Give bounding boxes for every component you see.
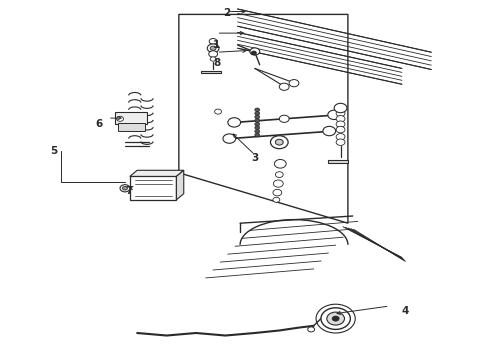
- Circle shape: [332, 316, 339, 321]
- Text: 4: 4: [402, 306, 409, 316]
- Text: 2: 2: [223, 8, 230, 18]
- Circle shape: [321, 308, 350, 329]
- Circle shape: [250, 48, 260, 55]
- Circle shape: [255, 119, 260, 122]
- Circle shape: [308, 327, 315, 332]
- Circle shape: [336, 121, 345, 127]
- Circle shape: [336, 105, 345, 111]
- Circle shape: [210, 46, 216, 50]
- Text: 6: 6: [96, 119, 103, 129]
- Circle shape: [251, 51, 256, 55]
- Polygon shape: [328, 160, 348, 163]
- Circle shape: [209, 39, 217, 44]
- Circle shape: [328, 110, 341, 120]
- Circle shape: [255, 108, 260, 112]
- Circle shape: [207, 44, 219, 53]
- Circle shape: [255, 112, 260, 115]
- Circle shape: [336, 116, 345, 122]
- Circle shape: [255, 133, 260, 137]
- Circle shape: [228, 118, 241, 127]
- Circle shape: [117, 116, 123, 121]
- Circle shape: [334, 103, 347, 113]
- Circle shape: [275, 172, 283, 177]
- Circle shape: [327, 312, 344, 325]
- Text: 3: 3: [251, 153, 258, 163]
- Circle shape: [209, 51, 218, 57]
- Circle shape: [279, 83, 289, 90]
- Polygon shape: [176, 170, 184, 200]
- Text: 7: 7: [125, 186, 132, 196]
- Circle shape: [270, 136, 288, 149]
- Circle shape: [223, 134, 236, 143]
- Circle shape: [273, 197, 280, 202]
- Circle shape: [275, 139, 283, 145]
- Circle shape: [274, 159, 286, 168]
- Circle shape: [289, 80, 299, 87]
- Bar: [115, 112, 147, 124]
- Circle shape: [279, 115, 289, 122]
- Circle shape: [323, 126, 336, 136]
- Circle shape: [215, 109, 221, 114]
- Polygon shape: [201, 71, 220, 73]
- Circle shape: [336, 134, 345, 140]
- Circle shape: [336, 139, 345, 145]
- Circle shape: [255, 130, 260, 133]
- Text: 8: 8: [213, 58, 220, 68]
- Polygon shape: [130, 170, 184, 176]
- Text: 5: 5: [50, 146, 57, 156]
- Bar: [118, 123, 145, 131]
- Text: 1: 1: [213, 40, 220, 50]
- Circle shape: [273, 180, 283, 187]
- Circle shape: [210, 57, 216, 61]
- Polygon shape: [130, 176, 176, 200]
- Circle shape: [122, 186, 127, 190]
- Circle shape: [255, 115, 260, 119]
- Circle shape: [336, 126, 345, 133]
- Circle shape: [255, 122, 260, 126]
- Circle shape: [255, 126, 260, 130]
- Circle shape: [120, 185, 130, 192]
- Circle shape: [336, 110, 345, 117]
- Circle shape: [273, 189, 282, 196]
